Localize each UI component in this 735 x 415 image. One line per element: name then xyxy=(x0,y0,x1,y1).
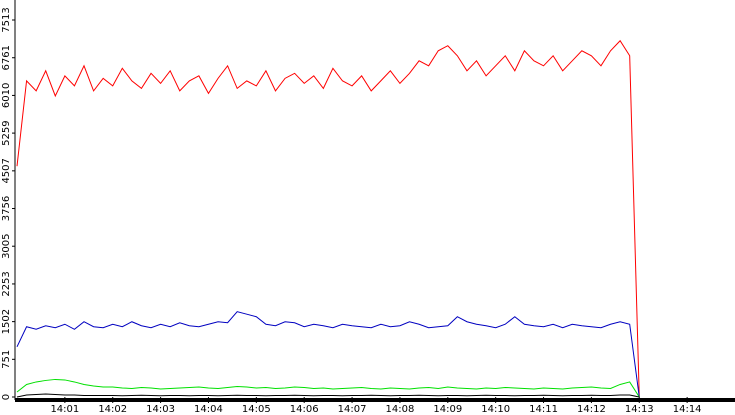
series-line xyxy=(16,393,640,398)
x-tick-label: 14:10 xyxy=(481,404,510,415)
x-tick-label: 14:14 xyxy=(673,404,702,415)
y-tick-label: 751 xyxy=(1,350,12,369)
series-line xyxy=(16,378,640,398)
y-tick-label: 2253 xyxy=(1,271,12,296)
x-tick-label: 14:11 xyxy=(529,404,558,415)
x-tick-label: 14:02 xyxy=(98,404,127,415)
x-tick-label: 14:13 xyxy=(625,404,654,415)
y-tick-label: 3005 xyxy=(1,233,12,258)
y-tick-label: 7513 xyxy=(1,7,12,32)
x-tick-label: 14:09 xyxy=(433,404,462,415)
y-tick-label: 0 xyxy=(1,394,12,400)
y-tick-label: 1502 xyxy=(1,309,12,334)
y-tick-label: 4507 xyxy=(1,158,12,183)
x-tick-label: 14:04 xyxy=(194,404,223,415)
x-tick-label: 14:08 xyxy=(386,404,415,415)
x-tick-label: 14:05 xyxy=(242,404,271,415)
series-line xyxy=(16,39,640,398)
x-tick-label: 14:06 xyxy=(290,404,319,415)
y-tick-label: 6010 xyxy=(1,83,12,108)
y-tick-label: 5259 xyxy=(1,120,12,145)
x-axis-band xyxy=(15,398,735,402)
y-tick-label: 3756 xyxy=(1,196,12,221)
x-tick-label: 14:01 xyxy=(50,404,79,415)
series-line xyxy=(16,311,640,398)
y-tick-label: 6761 xyxy=(1,45,12,70)
x-tick-label: 14:07 xyxy=(338,404,367,415)
x-tick-label: 14:12 xyxy=(577,404,606,415)
x-tick-label: 14:03 xyxy=(146,404,175,415)
